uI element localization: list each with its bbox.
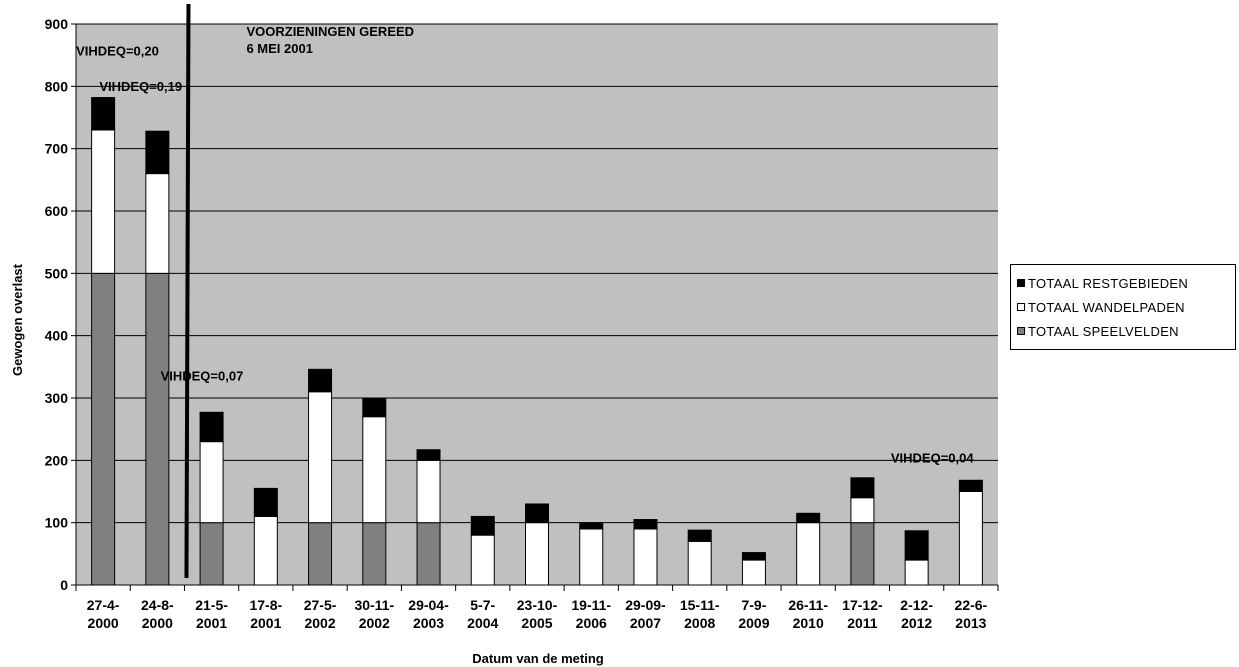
plot-area	[76, 24, 998, 585]
marker-annotation: 6 MEI 2001	[246, 41, 313, 56]
bar-segment	[904, 530, 929, 561]
x-tick-label: 27-5-2002	[304, 597, 337, 631]
legend: TOTAAL RESTGEBIEDEN TOTAAL WANDELPADEN TOT…	[1010, 264, 1236, 350]
bar-segment	[362, 397, 387, 418]
bar-segment	[199, 411, 224, 443]
legend-item: TOTAAL SPEELVELDEN	[1017, 319, 1235, 343]
plot-background	[76, 24, 998, 585]
bar-segment	[470, 515, 495, 536]
x-tick-label: 7-9-2009	[738, 597, 769, 631]
bar-segment	[416, 449, 441, 461]
y-axis: 0 100 200 300 400 500 600 700 800 900	[45, 16, 77, 593]
bar-segment	[199, 522, 224, 586]
bar-segment	[525, 503, 549, 524]
y-tick-label: 400	[45, 328, 69, 344]
x-axis-label: Datum van de meting	[472, 651, 604, 666]
x-tick-label: 23-10-2005	[517, 597, 558, 631]
y-tick-label: 300	[45, 390, 69, 406]
legend-swatch	[1017, 303, 1025, 311]
legend-label: TOTAAL WANDELPADEN	[1028, 299, 1185, 315]
bar-annotation: VIHDEQ=0,19	[99, 79, 182, 94]
y-axis-label: Gewogen overlast	[10, 263, 25, 376]
x-tick-label: 22-6-2013	[955, 597, 988, 631]
bar-segment	[145, 130, 170, 175]
y-tick-label: 100	[45, 515, 69, 531]
legend-label: TOTAAL SPEELVELDEN	[1028, 323, 1179, 339]
x-tick-label: 2-12-2012	[900, 597, 933, 631]
y-tick-label: 500	[45, 265, 69, 281]
bars	[91, 97, 983, 586]
x-tick-label: 17-8-2001	[249, 597, 282, 631]
bar-segment	[525, 522, 549, 586]
bar-annotation: VIHDEQ=0,04	[891, 450, 975, 465]
bar-segment	[904, 559, 929, 586]
y-tick-label: 0	[60, 577, 68, 593]
bar-segment	[796, 512, 821, 524]
bar-segment	[199, 441, 224, 524]
bar-annotation: VIHDEQ=0,20	[76, 44, 159, 59]
bar-segment	[308, 522, 333, 586]
legend-label: TOTAAL RESTGEBIEDEN	[1028, 275, 1189, 291]
bar-segment	[687, 529, 712, 542]
x-tick-label: 19-11-2006	[571, 597, 611, 631]
gridlines	[76, 23, 998, 524]
bar-segment	[579, 528, 604, 586]
x-tick-label: 21-5-2001	[195, 597, 228, 631]
bar-segment	[958, 491, 983, 586]
event-marker	[184, 3, 191, 579]
x-tick-label: 27-4-2000	[87, 597, 120, 631]
bar-segment	[687, 540, 712, 586]
bar-segment	[145, 272, 170, 586]
legend-swatch	[1017, 327, 1025, 335]
bar-segment	[91, 129, 116, 274]
x-tick-label: 5-7-2004	[467, 597, 498, 631]
bar-segment	[741, 559, 766, 586]
bar-segment	[308, 391, 333, 524]
legend-item: TOTAAL WANDELPADEN	[1017, 295, 1235, 319]
bar-segment	[91, 272, 116, 586]
bar-segment	[850, 497, 875, 524]
bar-segment	[633, 528, 658, 586]
bar-segment	[470, 534, 495, 586]
bar-segment	[579, 522, 604, 530]
marker-annotation: VOORZIENINGEN GEREED	[246, 24, 414, 39]
event-marker-line	[184, 3, 191, 579]
annotations: VIHDEQ=0,20 VIHDEQ=0,19 VIHDEQ=0,07 VIHDEQ=…	[76, 24, 974, 465]
y-tick-label: 800	[45, 78, 69, 94]
bar-segment	[633, 519, 658, 530]
bar-segment	[362, 522, 387, 586]
bar-segment	[416, 522, 441, 586]
x-tick-label: 30-11-2002	[354, 597, 394, 631]
y-tick-label: 600	[45, 203, 69, 219]
x-tick-label: 29-09-2007	[625, 597, 666, 631]
bar-segment	[416, 459, 441, 524]
legend-swatch	[1017, 279, 1025, 287]
x-tick-label: 15-11-2008	[680, 597, 720, 631]
bar-segment	[91, 97, 116, 131]
bar-segment	[362, 416, 387, 524]
y-tick-label: 900	[45, 16, 69, 32]
bar-segment	[253, 515, 278, 586]
bar-segment	[850, 477, 875, 499]
legend-item: TOTAAL RESTGEBIEDEN	[1017, 271, 1235, 295]
bar-segment	[253, 487, 278, 517]
bar-segment	[308, 368, 333, 393]
x-tick-label: 29-04-2003	[408, 597, 449, 631]
x-tick-label: 17-12-2011	[842, 597, 883, 631]
bar-segment	[958, 479, 983, 492]
x-tick-label: 24-8-2000	[141, 597, 174, 631]
y-tick-label: 200	[45, 452, 69, 468]
bar-segment	[145, 173, 170, 274]
bar-segment	[796, 522, 821, 586]
x-tick-label: 26-11-2010	[788, 597, 828, 631]
bar-annotation: VIHDEQ=0,07	[161, 368, 244, 383]
bar-segment	[741, 552, 766, 561]
bar-segment	[850, 522, 875, 586]
x-axis: 27-4-2000 24-8-2000 21-5-2001 17-8-2001 27-5…	[75, 584, 999, 631]
y-tick-label: 700	[45, 141, 69, 157]
